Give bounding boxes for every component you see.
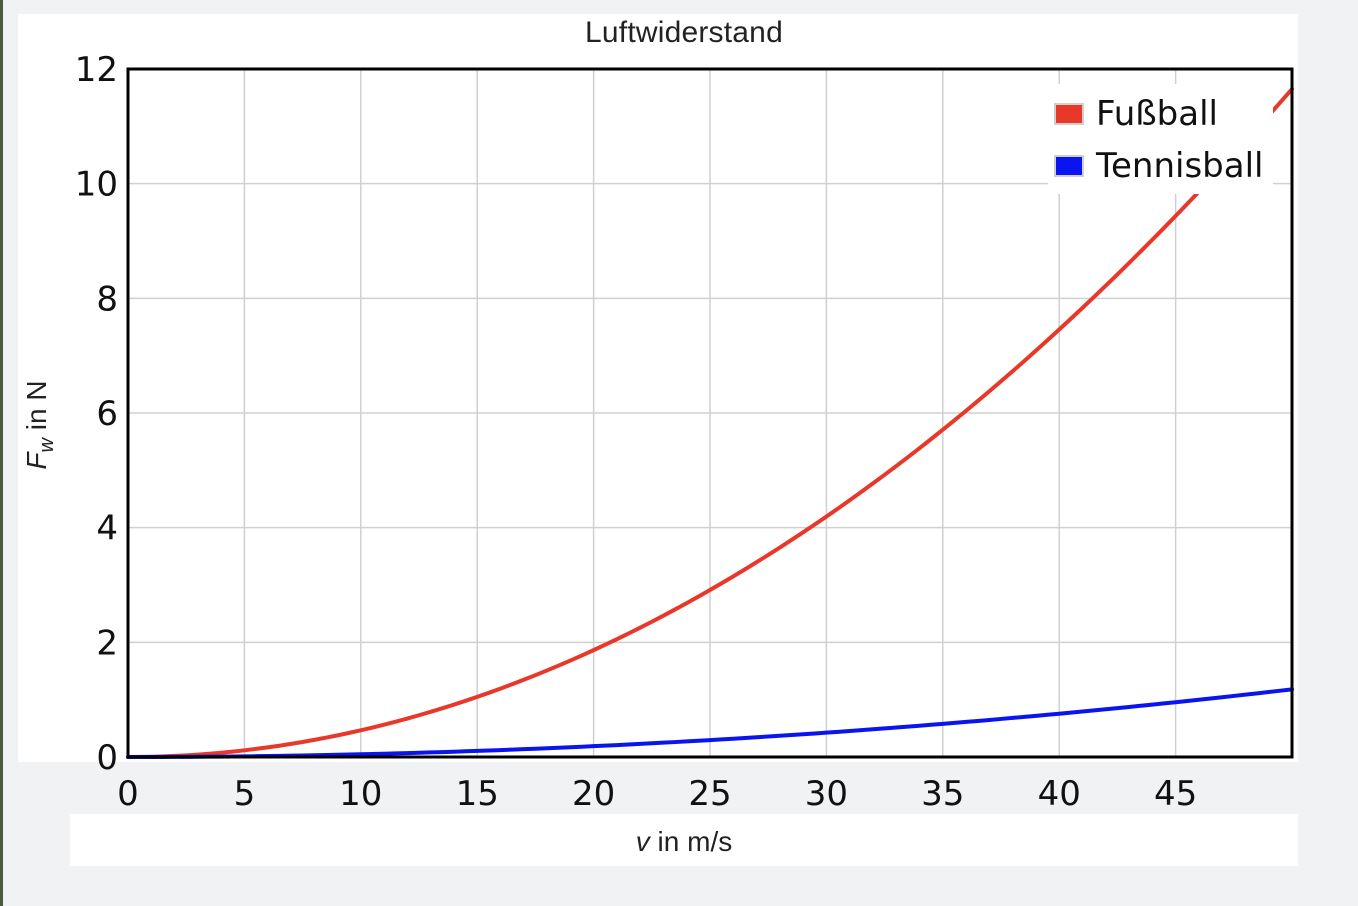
legend-item-fussball: Fußball (1054, 88, 1263, 140)
grid-lines (128, 69, 1292, 757)
x-tick-label: 10 (339, 774, 382, 814)
legend-swatch-fussball (1054, 103, 1084, 125)
y-tick-label: 2 (96, 623, 118, 663)
x-tick-label: 15 (456, 774, 499, 814)
legend-swatch-tennisball (1054, 155, 1084, 177)
y-tick-label: 12 (75, 50, 118, 90)
chart-title: Luftwiderstand (585, 16, 783, 49)
y-tick-label: 8 (96, 279, 118, 319)
x-tick-label: 20 (572, 774, 615, 814)
y-tick-label: 10 (75, 165, 118, 205)
tick-labels: 0 5 10 15 20 25 30 35 40 45 0 2 4 6 8 10 12 (75, 50, 1197, 814)
series-lines (126, 87, 1294, 759)
y-tick-label: 4 (96, 509, 118, 549)
legend-label-tennisball: Tennisball (1096, 146, 1264, 186)
window-edge (0, 0, 3, 906)
x-tick-label: 45 (1154, 774, 1197, 814)
x-label-panel (70, 814, 1298, 866)
x-tick-label: 30 (805, 774, 848, 814)
x-axis-label: v in m/s (70, 826, 1298, 858)
legend-item-tennisball: Tennisball (1054, 140, 1263, 192)
x-tick-label: 5 (234, 774, 256, 814)
legend-label-fussball: Fußball (1096, 94, 1218, 134)
x-tick-label: 35 (921, 774, 964, 814)
legend: Fußball Tennisball (1048, 84, 1274, 194)
x-tick-label: 0 (117, 774, 139, 814)
x-axis-symbol: v (635, 826, 650, 857)
plot-frame (126, 67, 1294, 759)
x-tick-label: 40 (1038, 774, 1081, 814)
x-axis-unit: in m/s (649, 826, 733, 857)
x-tick-label: 25 (688, 774, 731, 814)
y-tick-label: 6 (96, 394, 118, 434)
series-line-fussball (126, 87, 1294, 759)
y-tick-label: 0 (96, 738, 118, 778)
title-panel (70, 14, 1298, 66)
series-line-tennisball (126, 687, 1294, 759)
